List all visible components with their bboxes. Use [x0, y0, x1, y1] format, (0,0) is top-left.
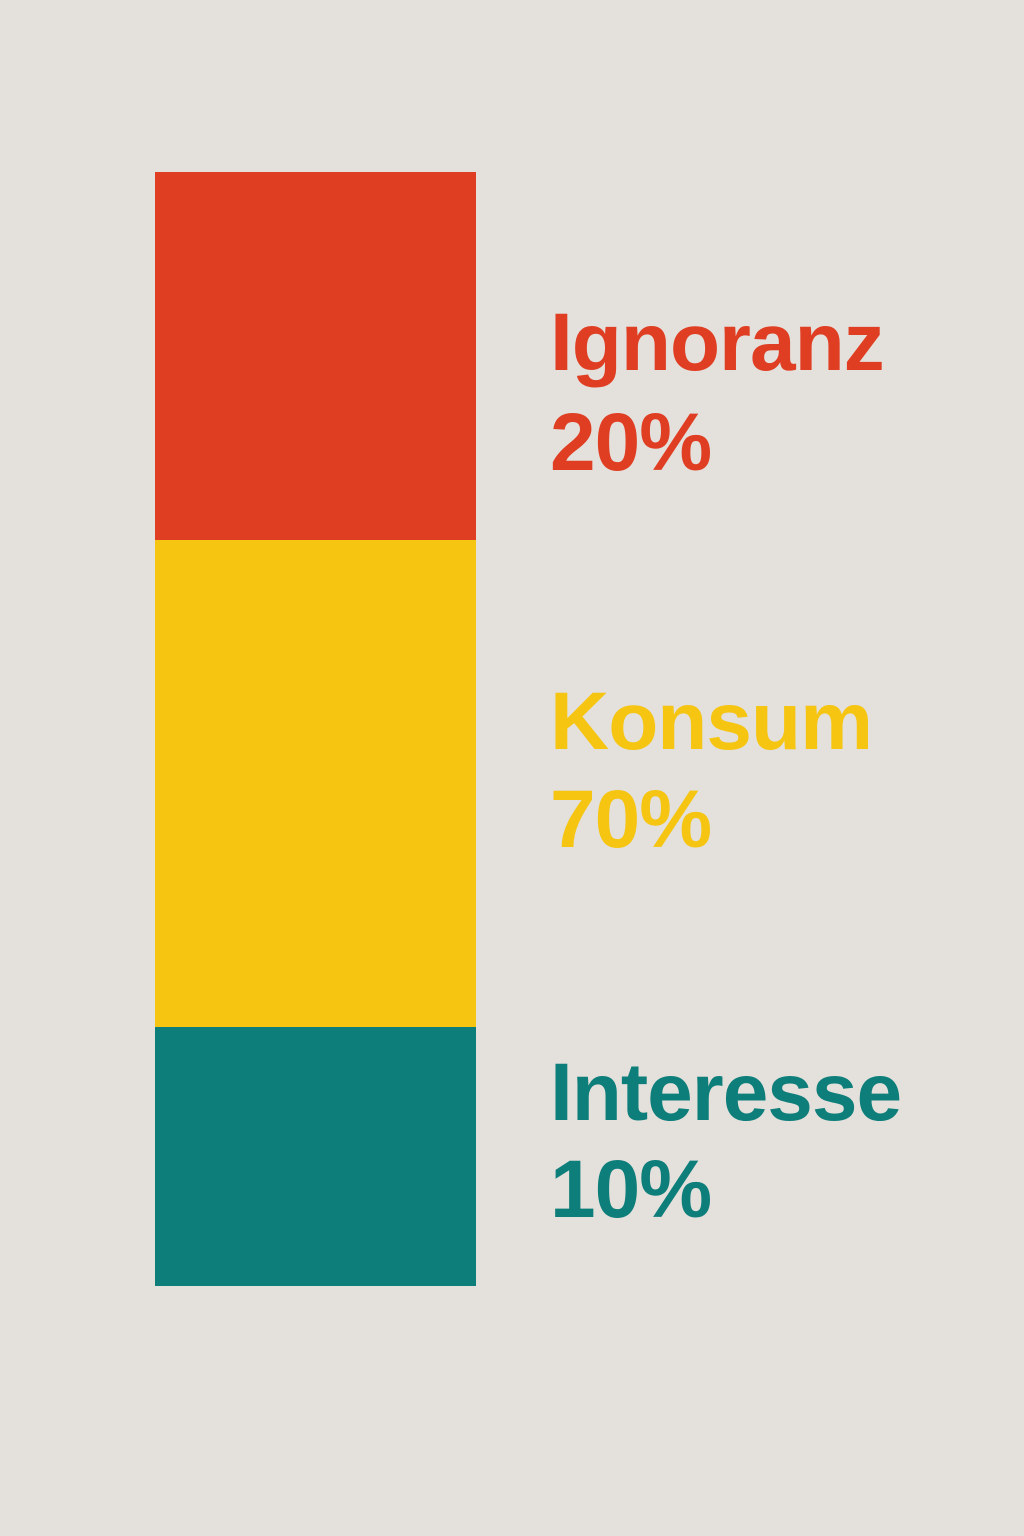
bar-segment-ignoranz [155, 172, 476, 540]
bar-segment-interesse [155, 1027, 476, 1286]
data-label: 10% [550, 1144, 712, 1235]
series-label: Konsum [550, 676, 873, 767]
data-label: 70% [550, 774, 712, 865]
bar-segment-konsum [155, 540, 476, 1027]
data-label: 20% [550, 397, 712, 488]
series-label: Interesse [550, 1047, 902, 1138]
series-label: Ignoranz [550, 297, 885, 388]
